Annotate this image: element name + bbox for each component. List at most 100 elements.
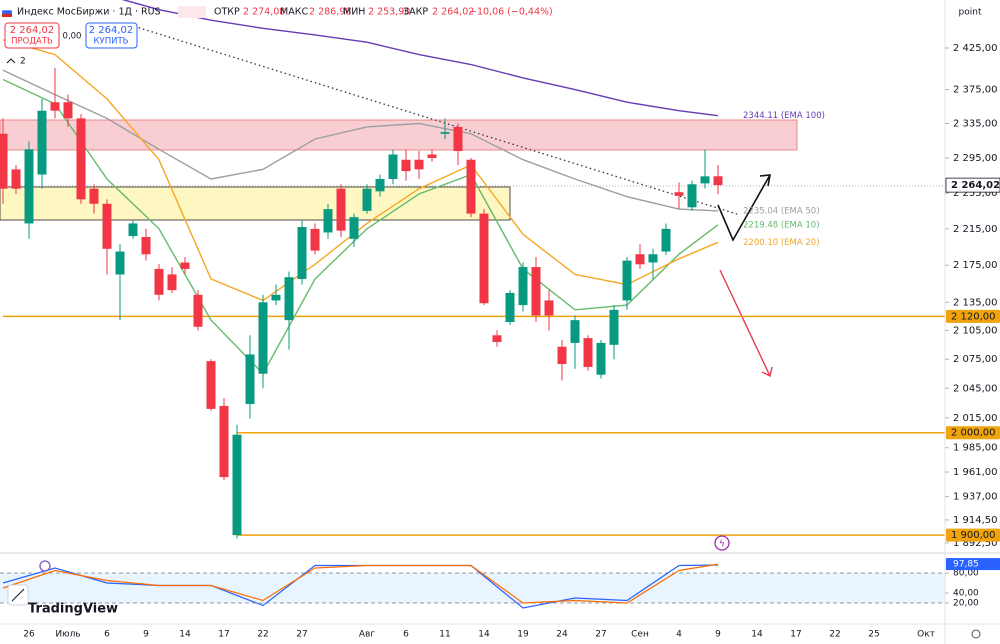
candle-body — [609, 309, 619, 345]
ohlc-change: −10,06 (−0,44%) — [469, 7, 553, 18]
candle-body — [37, 110, 47, 175]
y-tick-label: 2 045,00 — [953, 383, 998, 394]
ema-label: 2219.48 (EMA 10) — [743, 220, 820, 230]
collapse-icon[interactable] — [6, 58, 16, 64]
candle-body — [453, 126, 463, 152]
candle-body — [362, 188, 372, 211]
indicator-icon[interactable] — [39, 560, 51, 572]
y-tick-label: 2 015,00 — [953, 413, 998, 424]
x-tick-label: 4 — [676, 630, 682, 640]
buy-price: 2 264,02 — [89, 25, 134, 36]
y-tick-label: 2 215,00 — [953, 224, 998, 235]
osc-last-box — [946, 558, 1000, 571]
x-tick-label: 6 — [104, 630, 110, 640]
ohlc-key: ЗАКР — [403, 7, 428, 18]
symbol-title: Индекс МосБиржи · 1Д · RUS — [17, 7, 161, 18]
candle-body — [427, 154, 437, 159]
indicator-count: 2 — [20, 57, 26, 67]
x-tick-label: 25 — [868, 630, 879, 640]
y-tick-label: 2 335,00 — [953, 119, 998, 130]
candle-body — [648, 254, 658, 263]
osc-tick-label: 40,00 — [953, 589, 979, 599]
level-label-box — [946, 426, 1000, 440]
ohlc-key: ОТКР — [214, 7, 240, 18]
x-tick-label: 17 — [218, 630, 229, 640]
candle-body — [388, 154, 398, 179]
ema-line — [2, 39, 719, 302]
candle-body — [102, 203, 112, 249]
candle-body — [206, 361, 216, 409]
candle-body — [0, 133, 8, 189]
sell-button[interactable] — [4, 22, 60, 49]
last-price-label: 2 264,02 — [951, 180, 1000, 191]
main-pane: 2344.11 (EMA 100) 2235.04 (EMA 50) 2219.48… — [0, 0, 945, 539]
logo: TradingView — [28, 602, 118, 617]
y-tick-label: 2 135,00 — [953, 297, 998, 308]
ema-label: 2200.10 (EMA 20) — [743, 238, 820, 248]
y-tick-label: 1 961,00 — [953, 467, 998, 478]
sell-label: ПРОДАТЬ — [11, 37, 53, 47]
candle-body — [76, 118, 86, 200]
candle-body — [63, 102, 73, 119]
candle-body — [11, 169, 21, 189]
sell-price: 2 264,02 — [10, 25, 55, 36]
spread: 0,00 — [63, 32, 82, 42]
candle-body — [232, 434, 242, 536]
candle-body — [596, 342, 606, 375]
ohlc-key: МАКС — [280, 7, 308, 18]
level-label: 2 000,00 — [951, 428, 996, 439]
candle-body — [661, 228, 671, 252]
x-tick-label: 26 — [23, 630, 35, 640]
osc-line — [2, 563, 719, 604]
x-tick-label: 27 — [595, 630, 606, 640]
buy-label: КУПИТЬ — [94, 37, 129, 47]
candle-body — [24, 149, 34, 224]
candle-body — [557, 346, 567, 365]
y-tick-label: 2 425,00 — [953, 43, 998, 54]
candle-body — [622, 260, 632, 301]
candle-body — [271, 294, 281, 301]
x-tick-label: 14 — [179, 630, 191, 640]
event-icon[interactable] — [714, 535, 730, 551]
ohlc-key: МИН — [343, 7, 365, 18]
x-tick-label: 11 — [439, 630, 450, 640]
y-tick-label: 2 175,00 — [953, 260, 998, 271]
ohlc-value: 2 274,08 — [243, 7, 285, 18]
candle-body — [713, 176, 723, 186]
candle-body — [180, 262, 190, 269]
y-tick-label: 2 255,00 — [953, 188, 998, 199]
buy-button[interactable] — [85, 22, 138, 49]
x-tick-label: Июль — [55, 630, 80, 640]
x-tick-label: Авг — [359, 630, 375, 640]
ohlc-value: 2 286,98 — [309, 7, 351, 18]
candle-body — [89, 188, 99, 204]
osc-tick-label: 80,00 — [953, 569, 979, 579]
x-tick-label: 27 — [296, 630, 307, 640]
ema-label: 2344.11 (EMA 100) — [743, 111, 825, 121]
osc-last-label: 97,85 — [953, 560, 979, 570]
candle-body — [115, 251, 125, 275]
candle-body — [544, 300, 554, 316]
candle-body — [414, 159, 424, 170]
x-tick-label: 22 — [257, 630, 268, 640]
x-tick-label: 19 — [517, 630, 529, 640]
candle-body — [258, 302, 268, 374]
osc-tick-label: 20,00 — [953, 599, 979, 609]
scale-mode[interactable]: point — [959, 8, 982, 18]
candle-body — [154, 268, 164, 295]
x-tick-label: 9 — [143, 630, 149, 640]
candle-body — [219, 405, 229, 478]
arrow-down — [719, 269, 771, 377]
level-label-box — [946, 309, 1000, 323]
candle-body — [297, 227, 307, 280]
last-price-box — [945, 177, 1000, 193]
event-icon-glyph: ϟ — [719, 540, 725, 550]
candle-body — [674, 192, 684, 196]
candle-body — [687, 184, 697, 208]
y-tick-label: 2 375,00 — [953, 85, 998, 96]
candle-body — [349, 217, 359, 239]
tool-icon — [11, 588, 25, 602]
candle-body — [531, 267, 541, 316]
settings-icon[interactable] — [971, 629, 981, 639]
